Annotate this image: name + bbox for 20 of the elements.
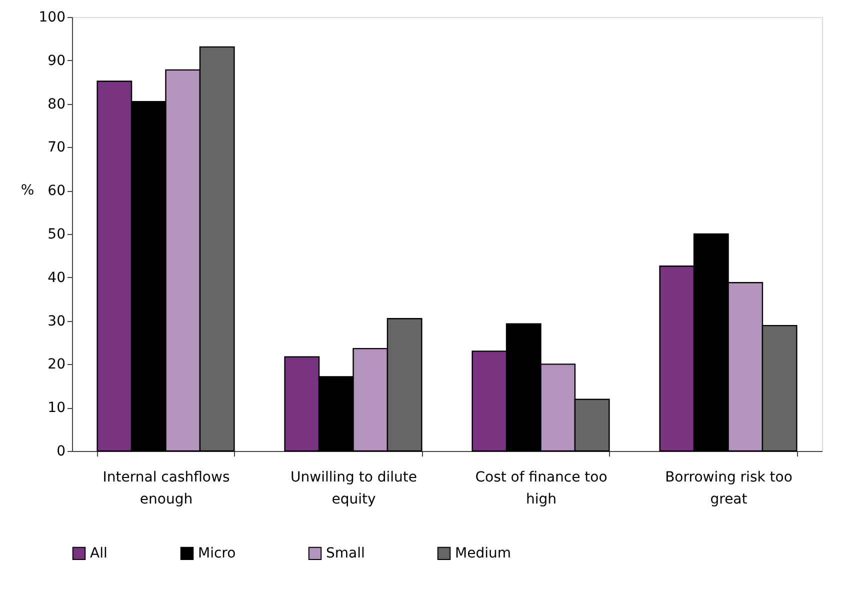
legend-label: Micro	[198, 545, 236, 562]
x-tick-label: Borrowing risk too great	[665, 470, 792, 508]
y-axis-title: %	[20, 182, 34, 198]
y-tick-label: 90	[48, 52, 66, 69]
y-tick-label: 30	[48, 313, 66, 330]
y-tick-label: 0	[56, 444, 66, 460]
y-tick-label: 50	[48, 226, 66, 242]
y-tick-label: 20	[48, 356, 66, 373]
y-tick-label: 70	[48, 140, 66, 156]
legend-label: Medium	[455, 545, 511, 562]
legend-label: Small	[326, 545, 365, 562]
y-tick-label: 40	[48, 270, 66, 286]
legend-label: All	[90, 545, 108, 562]
x-tick-label: Cost of finance too high	[475, 470, 608, 508]
y-tick-label: 80	[48, 96, 66, 112]
x-tick-label: Internal cashflows enough	[102, 470, 230, 508]
x-tick-label: Unwilling to dilute equity	[290, 470, 417, 508]
y-tick-label: 60	[48, 183, 66, 200]
y-tick-label: 100	[38, 10, 66, 26]
y-tick-label: 10	[48, 400, 66, 416]
